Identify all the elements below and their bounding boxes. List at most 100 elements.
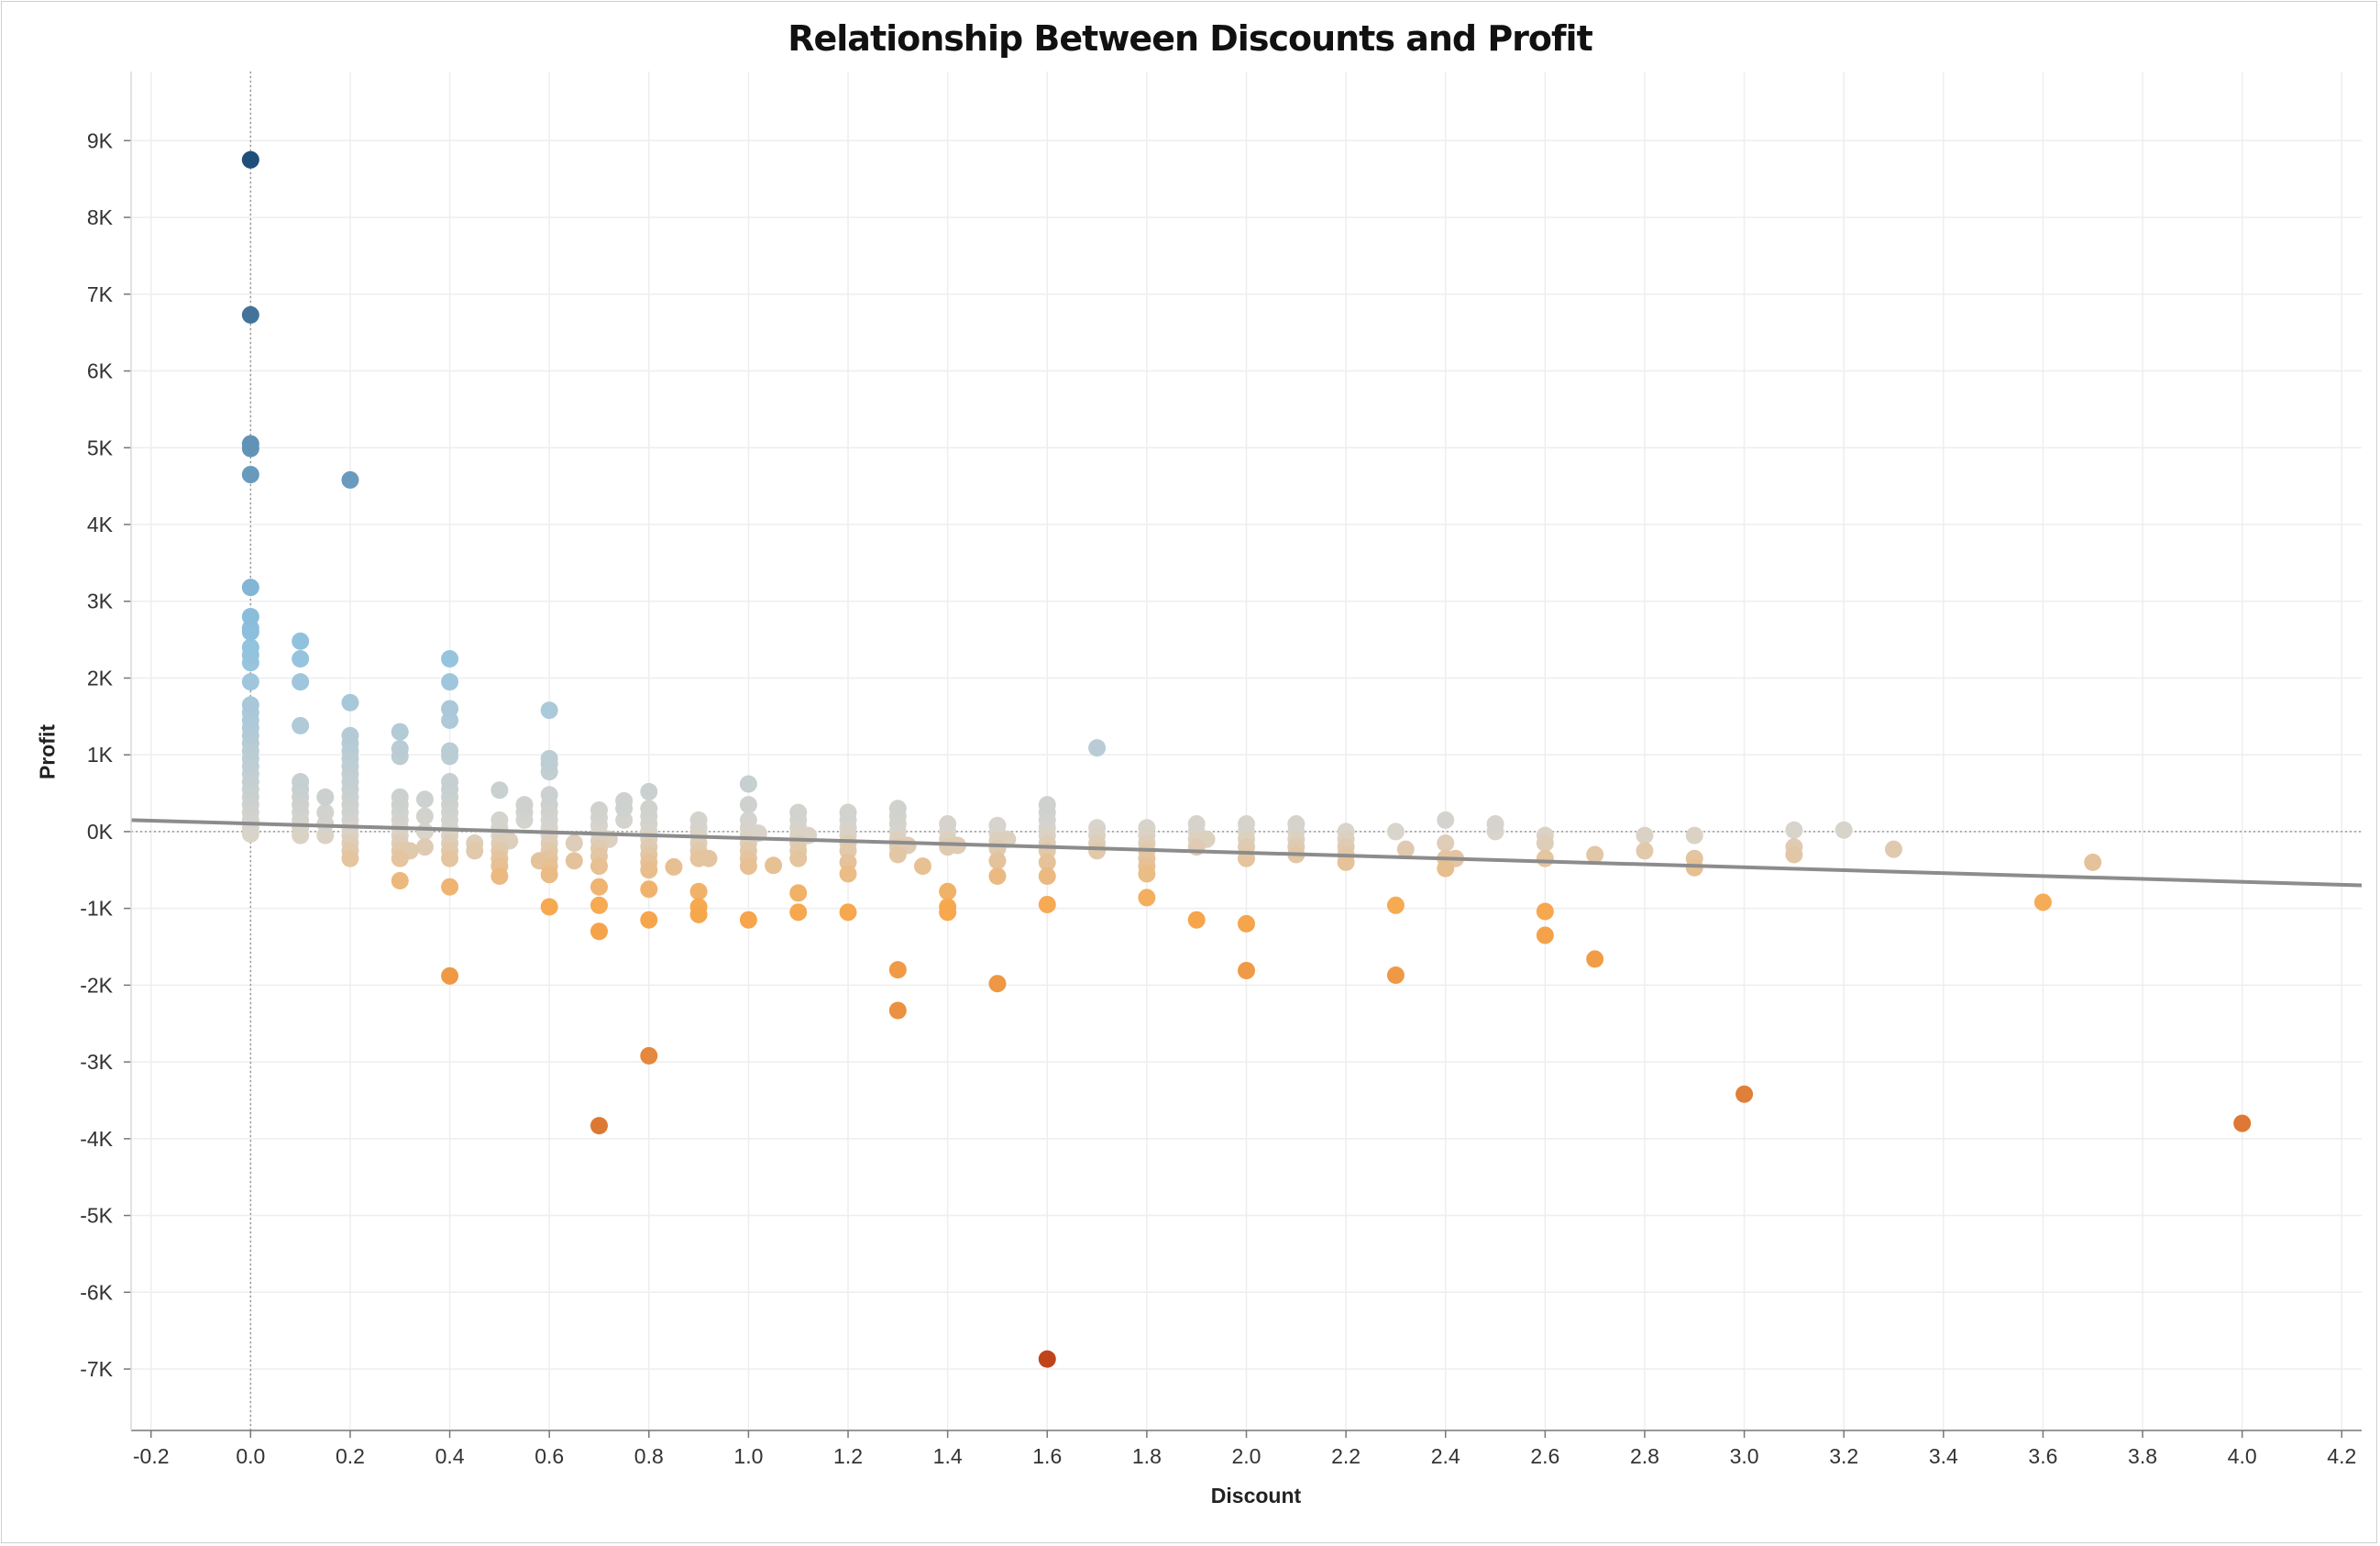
data-point: [939, 882, 957, 900]
data-point: [241, 466, 259, 484]
data-point: [415, 823, 434, 841]
data-point: [988, 852, 1007, 870]
x-tick-label: 0.8: [634, 1444, 664, 1468]
x-tick-label: 1.0: [733, 1444, 763, 1468]
data-point: [1038, 796, 1056, 814]
data-point: [1088, 842, 1107, 860]
x-tick-label: -0.2: [133, 1444, 170, 1468]
data-point: [739, 775, 757, 793]
data-point: [1636, 826, 1654, 845]
x-tick-label: 1.6: [1032, 1444, 1062, 1468]
y-tick-label: -6K: [80, 1280, 113, 1304]
data-point: [689, 811, 708, 829]
data-point: [1187, 911, 1206, 929]
y-tick-label: 0K: [87, 820, 114, 844]
data-point: [1238, 914, 1255, 933]
x-tick-label: 1.8: [1132, 1444, 1162, 1468]
data-point: [665, 857, 683, 876]
data-point: [700, 849, 718, 867]
data-point: [565, 852, 583, 870]
data-point: [1835, 821, 1853, 839]
data-point: [888, 961, 907, 979]
data-point: [441, 772, 459, 790]
x-tick-label: 2.6: [1530, 1444, 1559, 1468]
data-point: [913, 857, 931, 876]
data-point: [1337, 853, 1355, 871]
x-tick-label: 0.2: [336, 1444, 365, 1468]
data-point: [292, 650, 310, 668]
data-point: [1287, 815, 1306, 834]
chart-title: Relationship Between Discounts and Profi…: [788, 18, 1593, 59]
data-point: [2233, 1114, 2252, 1132]
data-point: [391, 723, 409, 741]
data-point: [490, 811, 509, 829]
data-point: [1088, 739, 1107, 757]
data-point: [1437, 859, 1455, 878]
y-tick-label: -1K: [80, 897, 113, 921]
data-point: [292, 826, 310, 845]
data-point: [241, 579, 259, 597]
data-point: [441, 650, 459, 668]
data-point: [589, 801, 608, 819]
data-point: [490, 781, 509, 800]
data-point: [789, 803, 808, 822]
data-point: [615, 791, 634, 810]
x-tick-label: 2.4: [1431, 1444, 1460, 1468]
y-tick-label: -3K: [80, 1050, 113, 1074]
data-point: [565, 834, 583, 852]
data-point: [739, 796, 757, 814]
data-point: [241, 305, 259, 324]
x-tick-label: 3.4: [1929, 1444, 1958, 1468]
data-point: [316, 803, 335, 822]
data-point: [316, 788, 335, 806]
data-point: [1038, 1350, 1056, 1368]
data-point: [540, 898, 558, 916]
data-point: [689, 882, 708, 900]
data-point: [789, 849, 808, 867]
data-point: [1885, 840, 1903, 858]
data-point: [441, 849, 459, 867]
data-point: [292, 772, 310, 790]
data-point: [241, 607, 259, 625]
data-point: [441, 673, 459, 691]
data-point: [839, 903, 857, 922]
y-tick-label: 5K: [87, 436, 114, 459]
data-point: [739, 811, 757, 829]
x-tick-label: 2.8: [1630, 1444, 1659, 1468]
data-point: [341, 470, 359, 489]
data-point: [540, 786, 558, 804]
x-axis-ticks: -0.2 0.0 0.2 0.4 0.6 0.8 1.0 1.2 1.4 1.6 1.8 2.0 2.2…: [131, 1430, 2362, 1468]
x-tick-label: 0.4: [435, 1444, 465, 1468]
y-tick-label: 8K: [87, 205, 114, 229]
data-point: [540, 701, 558, 720]
data-point: [1138, 889, 1156, 907]
data-point: [415, 807, 434, 825]
y-tick-label: 6K: [87, 359, 114, 383]
x-tick-label: 3.2: [1829, 1444, 1858, 1468]
data-point: [640, 800, 658, 818]
data-point: [1386, 823, 1405, 841]
data-point: [589, 922, 608, 941]
y-axis-title: Profit: [35, 723, 60, 780]
data-point: [292, 673, 310, 691]
data-point: [589, 878, 608, 896]
data-point: [1437, 834, 1455, 852]
data-point: [241, 150, 259, 169]
data-point: [1038, 895, 1056, 913]
data-point: [640, 782, 658, 801]
data-point: [441, 966, 459, 985]
data-point: [1386, 966, 1405, 984]
data-point: [739, 857, 757, 876]
data-point: [540, 866, 558, 884]
grid-lines: [131, 72, 2362, 1430]
data-point: [1735, 1085, 1754, 1103]
data-point: [415, 838, 434, 856]
x-tick-label: 4.0: [2228, 1444, 2257, 1468]
data-point: [988, 975, 1007, 993]
data-point: [540, 749, 558, 767]
data-point: [888, 800, 907, 818]
data-point: [292, 716, 310, 734]
data-point: [939, 815, 957, 834]
data-point: [490, 867, 509, 885]
